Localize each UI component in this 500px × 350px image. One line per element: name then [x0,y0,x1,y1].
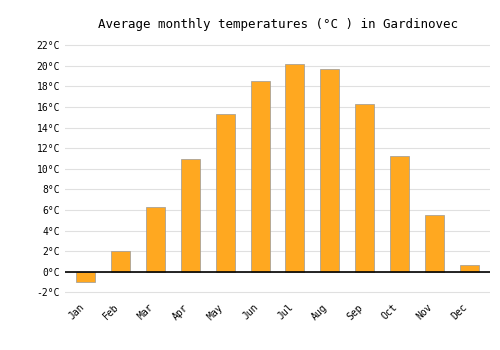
Bar [76,272,96,282]
Bar [424,215,444,272]
Bar [146,207,165,272]
Bar [460,265,478,272]
Bar [181,159,200,272]
Bar [390,156,409,272]
Bar [355,104,374,272]
Title: Average monthly temperatures (°C ) in Gardinovec: Average monthly temperatures (°C ) in Ga… [98,18,458,31]
Bar [111,251,130,272]
Bar [250,81,270,272]
Bar [286,64,304,272]
Bar [320,69,340,272]
Bar [216,114,235,272]
